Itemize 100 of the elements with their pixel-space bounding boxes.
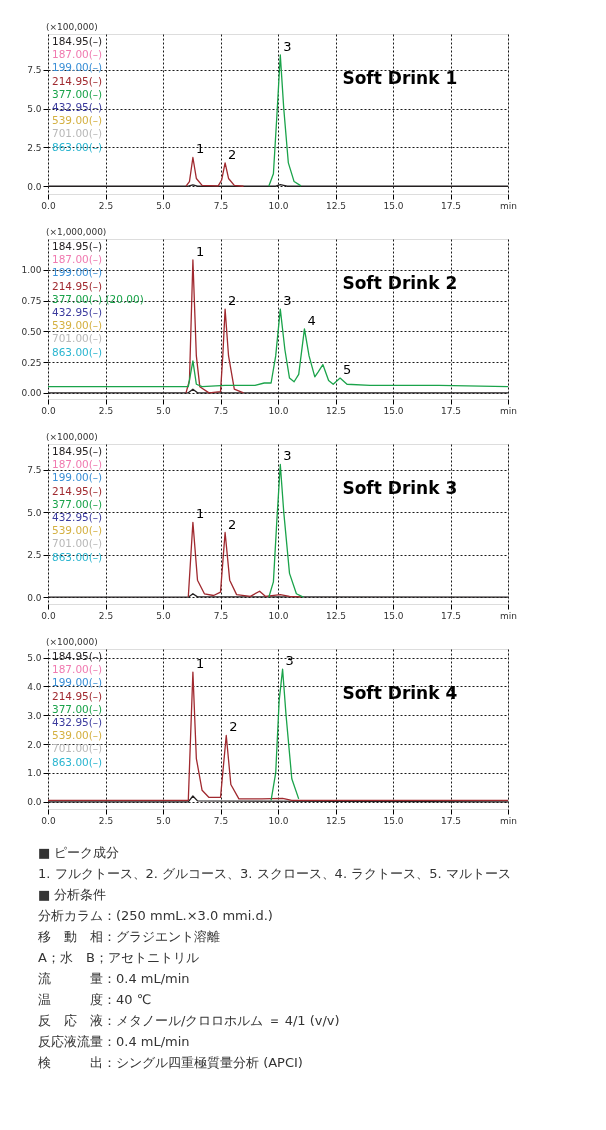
x-tick-label: 10.0 — [268, 200, 289, 211]
line-series — [268, 54, 302, 187]
x-tick-label: 0.0 — [41, 405, 56, 416]
legend-label: 863.00(–) — [52, 755, 103, 768]
x-tick-label: 12.5 — [325, 610, 347, 621]
y-tick-label: 7.5 — [27, 465, 42, 476]
annotation: 2 — [228, 146, 237, 162]
x-tick-label: min — [500, 200, 517, 211]
legend-label: 539.00(–) — [52, 524, 103, 537]
y-axis-title: (×100,000) — [46, 22, 98, 32]
text: 184.95(–) — [52, 240, 103, 252]
legend-label: 199.00(–) — [52, 676, 103, 689]
y-tick-label: 0.25 — [21, 357, 42, 368]
x-tick-label: 2.5 — [98, 815, 114, 826]
x-tick-label: 17.5 — [440, 815, 462, 826]
x-tick-label: 7.5 — [213, 610, 229, 621]
legend-label: 187.00(–) — [52, 458, 103, 471]
x-tick-label: 17.5 — [440, 610, 462, 621]
text: 214.95(–) — [52, 689, 103, 702]
text: 377.00(–) — [52, 702, 103, 715]
x-tick-label: 15.0 — [383, 610, 404, 621]
legend-label: 863.00(–) — [52, 345, 103, 358]
y-tick-label: 0.50 — [21, 326, 42, 337]
x-tick-label: 10.0 — [268, 610, 289, 621]
text: 反 応 液：メタノール/クロロホルム ＝ 4/1 (v/v) — [38, 1012, 340, 1028]
x-tick-label: 7.5 — [213, 200, 229, 211]
line-series — [185, 259, 245, 394]
text: 検 出：シングル四重極質量分析 (APCI) — [38, 1054, 303, 1070]
x-tick-label: 5.0 — [156, 815, 171, 826]
legend-label: 432.95(–) — [52, 716, 103, 728]
legend-label: 187.00(–) — [52, 663, 103, 676]
x-tick-label: 5.0 — [156, 405, 171, 416]
text: 温 度：40 ℃ — [38, 991, 152, 1007]
x-tick-label: 12.5 — [325, 200, 347, 211]
y-tick-label: 2.5 — [27, 142, 42, 153]
x-tick-label: 17.5 — [440, 405, 462, 416]
x-tick-label: 15.0 — [383, 405, 404, 416]
text: ■ ピーク成分 — [38, 844, 120, 860]
annotation: 5 — [343, 362, 352, 378]
text: 377.00(–) — [52, 87, 103, 100]
y-tick-label: 5.0 — [27, 653, 42, 664]
y-tick-label: 0.0 — [27, 181, 42, 192]
legend-label: 701.00(–) — [52, 537, 103, 550]
y-tick-label: 2.0 — [27, 739, 42, 750]
x-tick-label: min — [500, 815, 517, 826]
text: 分析カラム：(250 mmL.×3.0 mmi.d.) — [38, 907, 273, 923]
x-tick-label: 15.0 — [383, 200, 404, 211]
y-tick-label: 0.0 — [27, 592, 42, 603]
text: 214.95(–) — [52, 484, 103, 497]
text: 移 動 相：グラジエント溶離 — [38, 928, 220, 944]
annotation: 1 — [195, 243, 205, 259]
annotation: 4 — [307, 312, 316, 328]
y-tick-label: 0.0 — [27, 797, 42, 808]
x-tick-label: 15.0 — [383, 815, 404, 826]
x-tick-label: 2.5 — [98, 610, 114, 621]
y-axis-title: (×1,000,000) — [46, 227, 107, 237]
y-tick-label: 0.00 — [21, 388, 42, 399]
text: 184.95(–) — [52, 650, 103, 662]
y-tick-label: 5.0 — [27, 507, 42, 518]
x-tick-label: 2.5 — [98, 405, 114, 416]
legend-label: 701.00(–) — [52, 742, 103, 755]
legend-label: 199.00(–) — [52, 471, 103, 484]
line-series — [187, 521, 302, 598]
legend-label: 539.00(–) — [52, 729, 103, 742]
text: Soft Drink 2 — [342, 272, 458, 293]
annotation: 3 — [285, 653, 294, 669]
x-tick-label: 7.5 — [213, 405, 229, 416]
text: Soft Drink 3 — [342, 477, 458, 498]
legend-label: 863.00(–) — [52, 140, 103, 153]
x-tick-label: min — [500, 610, 517, 621]
text: 184.95(–) — [52, 445, 103, 457]
annotation: 1 — [195, 506, 205, 522]
text: Soft Drink 1 — [342, 67, 458, 88]
legend-label: 187.00(–) — [52, 48, 103, 61]
x-tick-label: 5.0 — [156, 200, 171, 211]
text: 377.00(–) — [52, 497, 103, 510]
x-tick-label: 12.5 — [325, 815, 347, 826]
text: ■ 分析条件 — [38, 886, 107, 902]
x-tick-label: 10.0 — [268, 815, 289, 826]
x-tick-label: 10.0 — [268, 405, 289, 416]
annotation: 2 — [228, 516, 237, 532]
x-tick-label: 0.0 — [41, 815, 56, 826]
legend-label: 187.00(–) — [52, 253, 103, 266]
legend-label: 539.00(–) — [52, 319, 103, 332]
y-tick-label: 2.5 — [27, 550, 42, 561]
annotation: 3 — [283, 293, 292, 309]
legend-label: 701.00(–) — [52, 127, 103, 140]
x-tick-label: 17.5 — [440, 200, 462, 211]
y-axis-title: (×100,000) — [46, 637, 98, 647]
legend-label: 701.00(–) — [52, 332, 103, 345]
annotation: 3 — [283, 448, 292, 464]
y-tick-label: 1.0 — [27, 768, 42, 779]
text: 反応液流量：0.4 mL/min — [38, 1033, 190, 1049]
annotation: 2 — [228, 293, 237, 309]
y-tick-label: 1.00 — [21, 265, 42, 276]
y-tick-label: 0.75 — [21, 296, 42, 307]
x-tick-label: 5.0 — [156, 610, 171, 621]
text: A；水 B；アセトニトリル — [38, 949, 199, 965]
x-tick-label: 0.0 — [41, 200, 56, 211]
legend-label: 863.00(–) — [52, 550, 103, 563]
